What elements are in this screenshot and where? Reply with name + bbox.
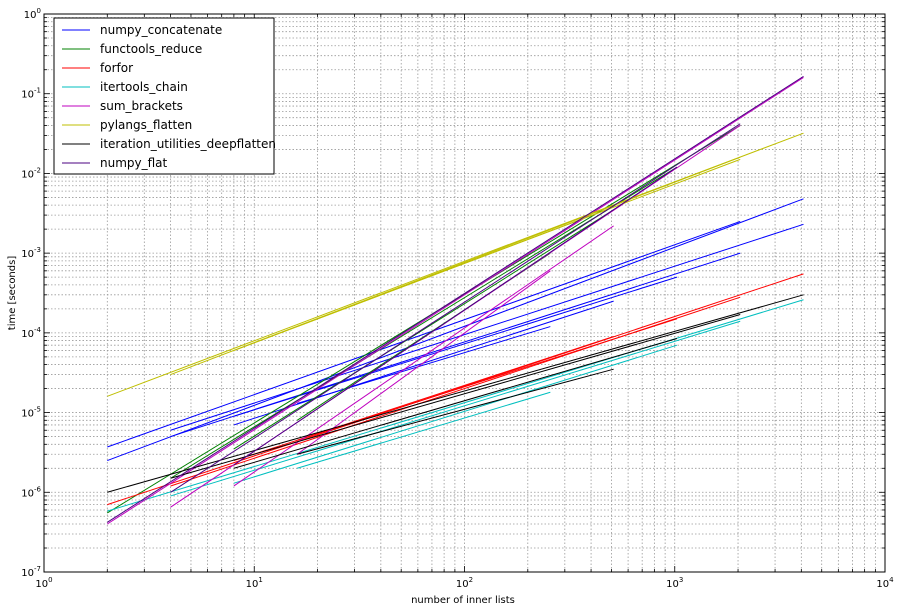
legend-label: forfor xyxy=(100,61,133,75)
y-tick-label: 10-1 xyxy=(21,87,41,101)
y-tick-label: 10-5 xyxy=(21,406,41,420)
series-line-numpy-flat xyxy=(170,123,741,493)
y-tick-label: 10-4 xyxy=(21,326,41,340)
y-tick-label: 10-7 xyxy=(21,565,41,579)
x-axis-label: number of inner lists xyxy=(411,595,515,606)
series-line-pylangs-flatten xyxy=(296,206,614,328)
series-line-itertools-chain xyxy=(107,299,804,512)
x-tick-label: 102 xyxy=(456,576,473,590)
x-tick-label: 104 xyxy=(876,576,894,590)
legend-label: itertools_chain xyxy=(100,80,188,94)
y-tick-label: 100 xyxy=(24,7,41,21)
x-tick-label: 103 xyxy=(666,576,683,590)
legend-label: pylangs_flatten xyxy=(100,118,192,132)
tick-labels: 100 101 102 103 104 10-7 10-6 10-5 10-4 10-3 10-2 1… xyxy=(21,7,894,590)
y-axis-label: time [seconds] xyxy=(7,256,18,331)
series-line-numpy-flat xyxy=(233,166,678,466)
x-tick-label: 100 xyxy=(35,576,52,590)
series-line-numpy-concatenate xyxy=(107,198,804,462)
legend-label: iteration_utilities_deepflatten xyxy=(100,137,276,151)
series-line-itertools-chain xyxy=(170,320,741,497)
series-line-functools-reduce xyxy=(233,209,614,450)
series-line-iteration-utilities-deepflatten xyxy=(297,368,614,455)
legend-label: numpy_concatenate xyxy=(100,23,222,37)
series-line-itertools-chain xyxy=(233,344,678,484)
series-line-numpy-concatenate xyxy=(170,223,804,431)
series-line-sum-brackets xyxy=(296,270,551,455)
y-tick-label: 10-3 xyxy=(21,246,41,260)
plot-lines xyxy=(107,75,804,525)
legend-label: functools_reduce xyxy=(100,42,202,56)
y-tick-label: 10-6 xyxy=(21,485,41,499)
series-line-itertools-chain xyxy=(297,391,551,469)
axes-frame xyxy=(43,13,886,573)
series-line-forfor xyxy=(297,336,614,441)
series-line-iteration-utilities-deepflatten xyxy=(107,294,804,493)
series-line-iteration-utilities-deepflatten xyxy=(233,338,678,469)
series-line-sum-brackets xyxy=(107,77,804,525)
series-line-iteration-utilities-deepflatten xyxy=(170,314,741,479)
x-tick-label: 101 xyxy=(246,576,263,590)
series-line-numpy-concatenate xyxy=(297,326,551,404)
series-line-numpy-flat xyxy=(107,75,804,523)
series-line-numpy-concatenate xyxy=(233,276,678,417)
legend-label: numpy_flat xyxy=(100,156,168,170)
legend-label: sum_brackets xyxy=(100,99,183,113)
series-line-numpy-concatenate xyxy=(107,220,741,448)
legend-box xyxy=(53,17,275,175)
y-tick-label: 10-2 xyxy=(21,166,41,180)
series-line-sum-brackets xyxy=(233,225,614,487)
